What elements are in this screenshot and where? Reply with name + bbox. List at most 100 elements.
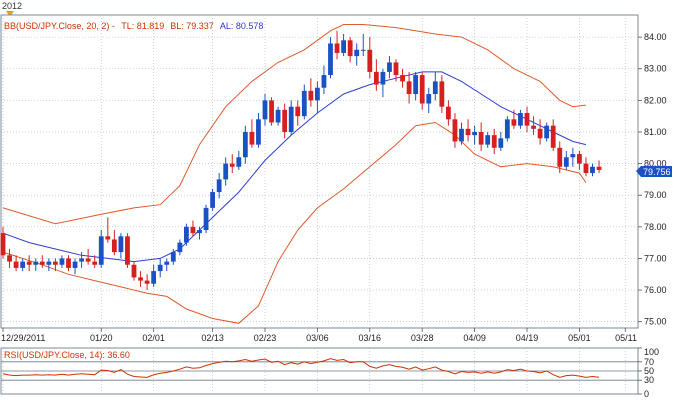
candle-up: [164, 258, 170, 272]
candle-body: [269, 100, 274, 123]
x-tick-label: 03/06: [306, 333, 329, 343]
candle-down: [393, 59, 399, 82]
candle-down: [7, 248, 12, 268]
candle-body: [46, 261, 52, 265]
candle-down: [190, 220, 196, 237]
candle-body: [531, 125, 536, 129]
candle-up: [288, 100, 294, 136]
candle-down: [596, 160, 602, 174]
candle-body: [557, 147, 563, 167]
rsi-y-tick-label: 30: [644, 375, 654, 385]
candle-body: [229, 163, 235, 167]
candle-body: [131, 264, 137, 278]
candle-up: [518, 109, 523, 129]
legend-bl-label: BL: 79.337: [170, 21, 214, 31]
candle-up: [20, 258, 26, 272]
candle-body: [452, 119, 458, 142]
candle-body: [203, 207, 209, 230]
candle-up: [426, 87, 432, 114]
candle-body: [242, 131, 248, 158]
candle-down: [249, 119, 255, 148]
candle-body: [282, 109, 288, 132]
candle-up: [472, 125, 477, 145]
candle-body: [59, 258, 65, 265]
candle-body: [197, 229, 202, 234]
candle-up: [236, 150, 242, 170]
candle-body: [275, 109, 281, 123]
candle-up: [301, 84, 307, 120]
candle-body: [39, 261, 45, 265]
candle-down: [0, 226, 6, 259]
candle-down: [439, 75, 445, 114]
x-tick-label: 02/13: [201, 333, 224, 343]
candle-body: [157, 264, 163, 272]
candle-body: [308, 90, 314, 101]
candle-body: [334, 43, 340, 53]
candle-body: [13, 261, 19, 268]
candle-body: [164, 261, 170, 265]
candle-up: [46, 258, 52, 272]
candle-body: [223, 163, 229, 180]
year-label: 2012: [2, 1, 23, 11]
candle-up: [504, 116, 510, 142]
candle-up: [432, 71, 438, 101]
rsi-y-tick-label: 70: [644, 357, 654, 367]
rsi-legend: RSI(USD/JPY.Close, 14): 36.60: [4, 350, 130, 360]
x-tick-label: 05/01: [568, 333, 591, 343]
candle-up: [354, 43, 360, 66]
candle-body: [550, 125, 556, 148]
last-price-value: 79.756: [643, 167, 671, 177]
candle-up: [151, 264, 157, 287]
candle-body: [177, 242, 183, 253]
upper-band-line: [2, 24, 586, 225]
rsi-y-tick-label: 0: [644, 389, 649, 399]
scroll-marker-icon[interactable]: [6, 11, 14, 17]
candle-up: [570, 147, 576, 167]
candle-down: [367, 37, 373, 79]
candle-up: [33, 258, 39, 272]
candle-down: [66, 255, 71, 272]
candle-body: [347, 40, 353, 57]
candle-up: [563, 150, 569, 170]
candle-body: [524, 113, 530, 126]
legend-bb: BB(USD/JPY.Close, 20, 2) - TL: 81.819 BL:…: [4, 21, 263, 31]
candle-down: [400, 68, 405, 88]
candle-body: [360, 49, 366, 51]
candle-body: [288, 106, 294, 132]
candle-body: [577, 154, 582, 164]
candle-body: [472, 131, 477, 136]
y-tick-label: 84.00: [644, 32, 667, 42]
x-tick-label: 04/09: [463, 333, 486, 343]
candle-body: [125, 236, 130, 265]
candle-body: [79, 258, 84, 262]
candle-body: [485, 135, 491, 145]
candle-up: [321, 65, 327, 95]
y-tick-label: 80.00: [644, 159, 667, 169]
candle-up: [59, 255, 65, 268]
candle-body: [262, 100, 268, 120]
candle-body: [216, 179, 222, 193]
legend-al-label: AL: 80.578: [220, 21, 264, 31]
candle-body: [373, 71, 379, 85]
candle-body: [53, 261, 58, 265]
candle-body: [151, 271, 157, 284]
candle-down: [550, 119, 556, 151]
candle-body: [111, 239, 117, 253]
candle-body: [491, 135, 497, 148]
candle-up: [223, 157, 229, 186]
candle-body: [184, 226, 189, 243]
candle-body: [33, 261, 39, 265]
candle-up: [72, 258, 78, 275]
candle-up: [328, 37, 333, 79]
legend-bb-label: BB(USD/JPY.Close, 20, 2): [4, 21, 109, 31]
candle-body: [315, 87, 320, 101]
candle-up: [184, 223, 189, 246]
candle-body: [249, 131, 255, 145]
last-price-tag: 79.756: [636, 166, 672, 177]
candle-body: [7, 255, 12, 262]
candle-body: [85, 258, 91, 262]
candle-down: [138, 271, 143, 287]
candle-down: [269, 97, 274, 126]
candle-down: [373, 59, 379, 91]
